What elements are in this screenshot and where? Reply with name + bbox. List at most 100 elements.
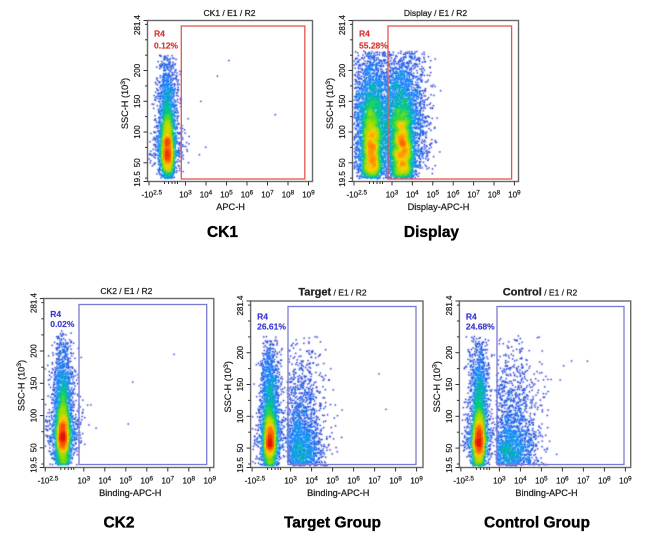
svg-text:-102.5: -102.5 <box>453 475 474 485</box>
svg-text:0.02%: 0.02% <box>50 319 75 329</box>
svg-text:SSC-H (103): SSC-H (103) <box>16 360 26 411</box>
svg-text:106: 106 <box>141 475 154 485</box>
svg-text:19.5: 19.5 <box>445 457 454 473</box>
svg-text:-102.5: -102.5 <box>347 189 368 199</box>
svg-text:109: 109 <box>619 475 632 485</box>
svg-text:104: 104 <box>305 475 318 485</box>
svg-text:150: 150 <box>133 94 142 108</box>
svg-text:100: 100 <box>133 125 142 139</box>
svg-text:108: 108 <box>389 475 402 485</box>
svg-text:50: 50 <box>236 443 245 452</box>
svg-text:200: 200 <box>445 345 454 359</box>
svg-text:107: 107 <box>577 475 590 485</box>
svg-text:104: 104 <box>200 189 213 199</box>
svg-text:Binding-APC-H: Binding-APC-H <box>307 488 369 498</box>
svg-text:100: 100 <box>29 408 38 422</box>
svg-text:R4: R4 <box>154 29 165 39</box>
svg-text:24.68%: 24.68% <box>466 322 495 332</box>
svg-text:106: 106 <box>241 189 254 199</box>
svg-text:103: 103 <box>493 475 506 485</box>
svg-text:108: 108 <box>598 475 611 485</box>
svg-text:281.4: 281.4 <box>445 295 454 316</box>
svg-text:100: 100 <box>236 409 245 423</box>
svg-text:106: 106 <box>447 189 460 199</box>
svg-text:104: 104 <box>514 475 527 485</box>
svg-text:200: 200 <box>29 344 38 358</box>
svg-text:19.5: 19.5 <box>338 171 347 187</box>
svg-text:109: 109 <box>410 475 423 485</box>
svg-text:R4: R4 <box>50 309 61 319</box>
svg-text:CK1: CK1 <box>207 224 238 241</box>
svg-text:SSC-H (103): SSC-H (103) <box>120 78 130 129</box>
svg-text:109: 109 <box>508 189 521 199</box>
svg-text:Display-APC-H: Display-APC-H <box>408 202 470 212</box>
svg-text:150: 150 <box>445 377 454 391</box>
svg-text:104: 104 <box>99 475 112 485</box>
svg-text:Control Group: Control Group <box>484 514 590 531</box>
svg-text:150: 150 <box>338 94 347 108</box>
svg-text:Control / E1 / R2: Control / E1 / R2 <box>503 287 578 299</box>
svg-text:-102.5: -102.5 <box>142 189 163 199</box>
svg-text:103: 103 <box>179 189 192 199</box>
svg-text:107: 107 <box>467 189 480 199</box>
svg-text:103: 103 <box>386 189 399 199</box>
svg-text:105: 105 <box>220 189 233 199</box>
svg-text:55.28%: 55.28% <box>359 40 388 50</box>
svg-text:107: 107 <box>261 189 274 199</box>
svg-text:19.5: 19.5 <box>236 457 245 473</box>
svg-text:107: 107 <box>162 475 175 485</box>
svg-text:APC-H: APC-H <box>216 202 245 212</box>
svg-text:CK2 / E1 / R2: CK2 / E1 / R2 <box>100 286 152 296</box>
svg-text:105: 105 <box>120 475 133 485</box>
svg-text:26.61%: 26.61% <box>257 322 286 332</box>
svg-text:100: 100 <box>338 125 347 139</box>
svg-text:0.12%: 0.12% <box>154 40 179 50</box>
svg-text:103: 103 <box>78 475 91 485</box>
svg-text:108: 108 <box>488 189 501 199</box>
svg-text:CK2: CK2 <box>103 514 134 531</box>
svg-text:281.4: 281.4 <box>133 14 142 35</box>
svg-text:107: 107 <box>368 475 381 485</box>
svg-text:105: 105 <box>326 475 339 485</box>
svg-text:Binding-APC-H: Binding-APC-H <box>515 488 577 498</box>
svg-text:CK1 / E1 / R2: CK1 / E1 / R2 <box>204 8 256 18</box>
svg-text:150: 150 <box>236 377 245 391</box>
svg-text:281.4: 281.4 <box>236 295 245 316</box>
svg-text:Display / E1 / R2: Display / E1 / R2 <box>404 8 468 18</box>
svg-text:281.4: 281.4 <box>29 292 38 313</box>
svg-text:50: 50 <box>133 158 142 167</box>
svg-text:103: 103 <box>284 475 297 485</box>
svg-text:50: 50 <box>445 443 454 452</box>
svg-text:200: 200 <box>236 345 245 359</box>
svg-text:R4: R4 <box>257 312 268 322</box>
svg-text:200: 200 <box>133 63 142 77</box>
svg-text:Target Group: Target Group <box>284 514 381 531</box>
svg-text:19.5: 19.5 <box>29 457 38 473</box>
svg-text:50: 50 <box>29 443 38 452</box>
svg-text:109: 109 <box>302 189 315 199</box>
svg-text:281.4: 281.4 <box>338 14 347 35</box>
svg-text:SSC-H (103): SSC-H (103) <box>432 361 442 412</box>
svg-text:SSC-H (103): SSC-H (103) <box>223 361 233 412</box>
svg-text:100: 100 <box>445 409 454 423</box>
svg-text:104: 104 <box>406 189 419 199</box>
svg-text:R4: R4 <box>466 312 477 322</box>
svg-text:-102.5: -102.5 <box>38 475 59 485</box>
svg-text:SSC-H (103): SSC-H (103) <box>325 78 335 129</box>
svg-text:R4: R4 <box>359 29 370 39</box>
svg-text:106: 106 <box>556 475 569 485</box>
svg-text:Binding-APC-H: Binding-APC-H <box>99 488 161 498</box>
svg-text:Display: Display <box>404 224 460 241</box>
svg-text:105: 105 <box>427 189 440 199</box>
svg-text:106: 106 <box>347 475 360 485</box>
svg-text:108: 108 <box>183 475 196 485</box>
svg-text:Target / E1 / R2: Target / E1 / R2 <box>298 287 367 299</box>
svg-text:50: 50 <box>338 158 347 167</box>
svg-text:108: 108 <box>282 189 295 199</box>
svg-text:105: 105 <box>535 475 548 485</box>
svg-text:109: 109 <box>204 475 217 485</box>
svg-text:19.5: 19.5 <box>133 171 142 187</box>
svg-text:150: 150 <box>29 376 38 390</box>
svg-text:-102.5: -102.5 <box>245 475 266 485</box>
svg-text:200: 200 <box>338 63 347 77</box>
